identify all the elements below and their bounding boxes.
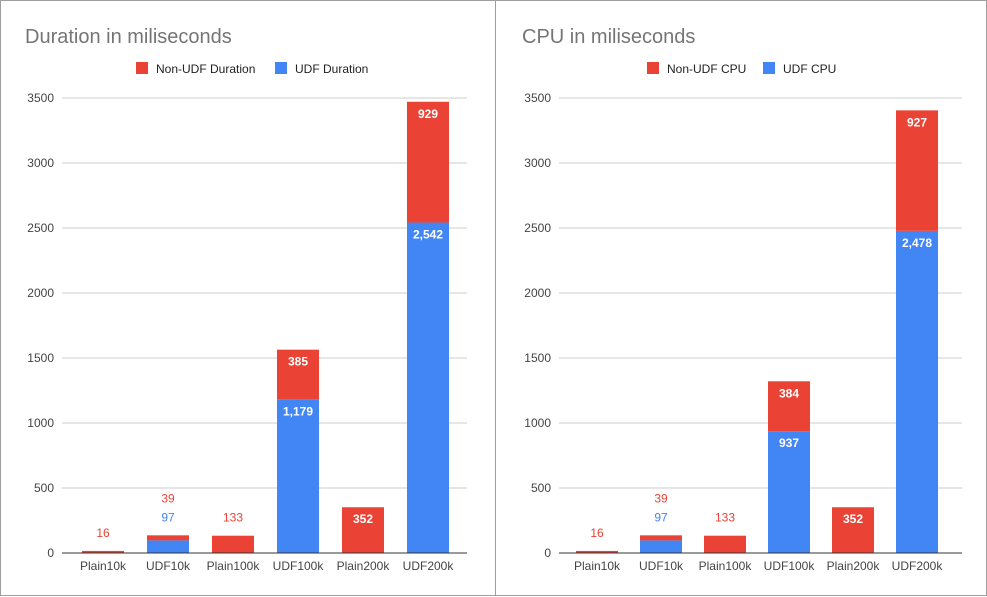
- y-tick-label: 2000: [27, 286, 54, 300]
- x-tick-label: UDF200k: [403, 559, 455, 573]
- y-tick-label: 3000: [27, 156, 54, 170]
- y-tick-label: 2000: [524, 286, 551, 300]
- y-tick-label: 2500: [27, 221, 54, 235]
- chart-panel-cpu: CPU in miliseconds Non-UDF CPU UDF CPU 0 500…: [496, 0, 987, 596]
- y-tick-label: 1000: [27, 416, 54, 430]
- data-label: 16: [590, 526, 604, 540]
- bar-segment: [832, 507, 874, 553]
- data-label: 927: [907, 115, 927, 129]
- bar-segment: [407, 101, 449, 223]
- bar-segment: [82, 550, 124, 553]
- bar-segment: [147, 535, 189, 541]
- data-label: 16: [96, 526, 110, 540]
- x-tick-label: UDF10k: [146, 559, 191, 573]
- x-tick-label: UDF200k: [892, 559, 944, 573]
- bar-segment: [277, 349, 319, 400]
- data-label: 385: [288, 355, 308, 369]
- data-label: 1,179: [283, 405, 313, 419]
- legend-swatch: [136, 62, 148, 74]
- y-tick-label: 3500: [524, 91, 551, 105]
- duration-chart: Duration in miliseconds Non-UDF Duration U…: [25, 26, 467, 573]
- bar-segment: [640, 535, 682, 541]
- y-tick-label: 500: [34, 481, 54, 495]
- data-label: 2,478: [902, 236, 932, 250]
- y-tick-label: 1500: [524, 351, 551, 365]
- x-tick-label: Plain10k: [574, 559, 621, 573]
- data-label: 97: [654, 510, 668, 524]
- legend-swatch: [275, 62, 287, 74]
- x-tick-label: Plain200k: [827, 559, 881, 573]
- data-label: 2,542: [413, 228, 443, 242]
- bar-segment: [147, 540, 189, 553]
- data-label: 39: [161, 491, 175, 505]
- legend-label: Non-UDF CPU: [667, 62, 746, 76]
- y-tick-label: 500: [531, 481, 551, 495]
- x-tick-label: UDF10k: [639, 559, 684, 573]
- x-tick-label: Plain200k: [337, 559, 391, 573]
- y-tick-label: 1500: [27, 351, 54, 365]
- data-label: 97: [161, 510, 175, 524]
- chart-panel-duration: Duration in miliseconds Non-UDF Duration U…: [0, 0, 496, 596]
- bar-segment: [640, 540, 682, 553]
- bar-segment: [407, 222, 449, 554]
- x-tick-label: Plain100k: [699, 559, 753, 573]
- data-label: 39: [654, 491, 668, 505]
- data-label: 384: [779, 386, 799, 400]
- legend-label: UDF Duration: [295, 62, 368, 76]
- x-tick-label: Plain10k: [80, 559, 127, 573]
- y-tick-label: 3000: [524, 156, 551, 170]
- data-label: 352: [353, 512, 373, 526]
- x-tick-label: Plain100k: [207, 559, 261, 573]
- legend-label: UDF CPU: [783, 62, 836, 76]
- bar-segment: [342, 507, 384, 553]
- legend-swatch: [763, 62, 775, 74]
- data-label: 133: [715, 511, 735, 525]
- x-tick-label: UDF100k: [764, 559, 816, 573]
- legend-swatch: [647, 62, 659, 74]
- bar-segment: [768, 381, 810, 432]
- chart-title: Duration in miliseconds: [25, 26, 232, 48]
- cpu-chart: CPU in miliseconds Non-UDF CPU UDF CPU 0 500…: [522, 26, 962, 573]
- bar-segment: [212, 535, 254, 553]
- bar-segment: [576, 550, 618, 553]
- bar-segment: [896, 110, 938, 231]
- data-label: 929: [418, 107, 438, 121]
- bar-segment: [768, 431, 810, 553]
- y-tick-label: 3500: [27, 91, 54, 105]
- data-label: 937: [779, 436, 799, 450]
- data-label: 352: [843, 512, 863, 526]
- y-tick-label: 2500: [524, 221, 551, 235]
- chart-title: CPU in miliseconds: [522, 26, 695, 48]
- bar-segment: [704, 535, 746, 553]
- data-label: 133: [223, 511, 243, 525]
- x-tick-label: UDF100k: [273, 559, 325, 573]
- y-tick-label: 0: [47, 546, 54, 560]
- bar-segment: [896, 230, 938, 554]
- y-tick-label: 1000: [524, 416, 551, 430]
- bar-segment: [277, 399, 319, 553]
- y-tick-label: 0: [544, 546, 551, 560]
- legend-label: Non-UDF Duration: [156, 62, 255, 76]
